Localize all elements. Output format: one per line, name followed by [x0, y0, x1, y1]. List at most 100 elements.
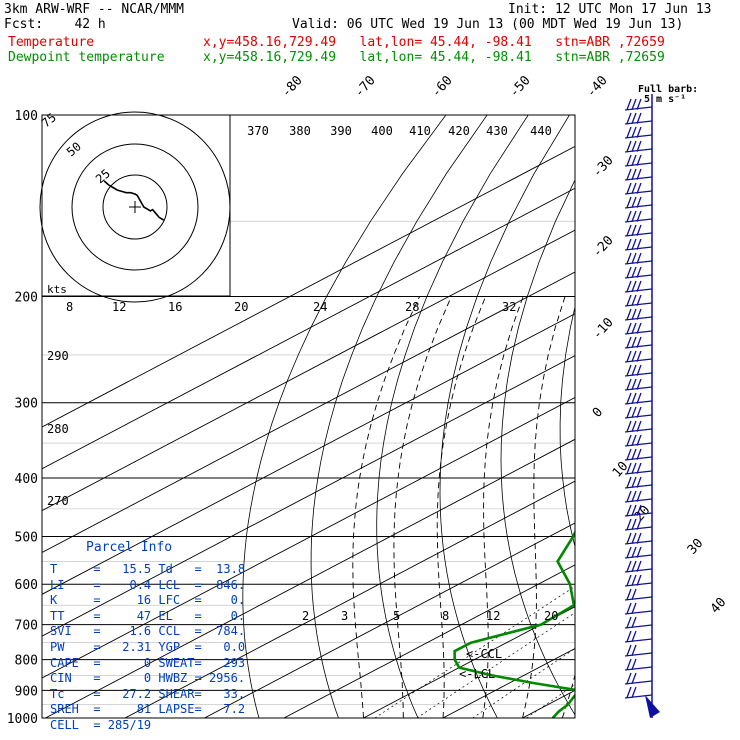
parcel-key: EL = — [151, 608, 202, 623]
parcel-key: T = — [50, 562, 108, 576]
parcel-value: 33. — [201, 686, 246, 701]
wind-barb — [624, 616, 653, 629]
theta-label: 280 — [47, 422, 69, 436]
isotherm-label: -70 — [352, 73, 379, 100]
isotherm-label: 30 — [685, 536, 707, 558]
parcel-value: 0. — [201, 593, 246, 608]
moist-adiabat — [561, 673, 575, 718]
hodograph-ring — [39, 111, 231, 303]
isotherm — [204, 522, 575, 718]
moist-adiabat — [522, 296, 566, 718]
mixing-ratio-line — [416, 612, 575, 718]
parcel-row: T = 15.5 Td = 13.8 — [50, 562, 245, 576]
parcel-row: PW = 2.31 YGP = 0.0 — [50, 640, 245, 654]
parcel-value: 2.31 — [107, 640, 152, 654]
isotherm — [363, 606, 575, 718]
isotherm — [42, 271, 575, 553]
wind-barb — [624, 658, 653, 671]
parcel-key: SREH = — [50, 702, 108, 717]
wind-barb — [624, 602, 653, 615]
parcel-key: CCL = — [151, 624, 202, 639]
dewpoint-legend: Dewpoint temperature — [8, 50, 165, 65]
isotherm — [42, 229, 575, 512]
hodograph-box — [41, 114, 231, 297]
speed-label: 16 — [168, 300, 182, 314]
wind-barb — [624, 280, 653, 293]
wind-barb — [624, 420, 653, 433]
speed-label: 24 — [313, 300, 327, 314]
parcel-key: SHEAR= — [151, 686, 202, 701]
isotherm — [42, 313, 575, 595]
pressure-label: 100 — [15, 109, 38, 124]
wind-barb — [624, 168, 653, 181]
parcel-value: 1.6 — [107, 624, 152, 639]
temperature-location: x,y=458.16,729.49 lat,lon= 45.44, -98.41… — [203, 35, 665, 50]
parcel-value: 15.5 — [107, 562, 152, 576]
isotherm-label: -80 — [279, 73, 306, 100]
parcel-row: LI = 0.4 LCL = 846. — [50, 578, 245, 592]
theta-label: 270 — [47, 494, 69, 508]
wind-barb — [624, 518, 653, 531]
parcel-value: 0 — [107, 671, 152, 686]
wind-barb — [624, 154, 653, 167]
parcel-value: 81 — [107, 702, 152, 717]
isotherm — [45, 438, 575, 718]
parcel-key: LI = — [50, 577, 108, 592]
wind-barb — [624, 364, 653, 377]
wind-barb — [624, 434, 653, 447]
isotherm — [42, 187, 575, 470]
parcel-key: HWBZ = — [151, 671, 202, 686]
parcel-key: Td = — [151, 562, 202, 576]
isotherm-label: -20 — [590, 233, 617, 260]
wind-barb — [624, 490, 653, 503]
parcel-value: 784. — [201, 624, 246, 639]
wind-barb — [624, 224, 653, 237]
parcel-key: K = — [50, 593, 108, 608]
parcel-info-title: Parcel Info — [86, 540, 173, 555]
parcel-key: CAPE = — [50, 655, 108, 670]
pressure-label: 200 — [15, 291, 38, 306]
pressure-label: 900 — [15, 684, 38, 699]
wind-barb — [624, 672, 653, 685]
parcel-row: SVI = 1.6 CCL = 784. — [50, 624, 245, 638]
moist-adiabat — [436, 296, 487, 718]
parcel-value: 0.0 — [201, 640, 246, 654]
parcel-key: CIN = — [50, 671, 108, 686]
plot-area — [42, 115, 740, 718]
isotherm-label: 0 — [590, 405, 606, 421]
hodograph-unit: kts — [47, 283, 67, 296]
wind-barb — [624, 266, 653, 279]
wind-barb — [624, 686, 653, 699]
wind-barb — [624, 476, 653, 489]
mixing-ratio-label: 20 — [544, 609, 558, 623]
isotherm — [42, 145, 575, 428]
dry-adiabat — [242, 115, 447, 718]
theta-e-label: 400 — [371, 124, 393, 138]
wind-barb — [624, 392, 653, 405]
barb-legend-title: Full barb: — [638, 84, 698, 95]
theta-label: 290 — [47, 349, 69, 363]
parcel-row: CIN = 0 HWBZ = 2956. — [50, 671, 245, 685]
parcel-key: YGP = — [151, 640, 202, 654]
parcel-row: Tc = 27.2 SHEAR= 33. — [50, 687, 245, 701]
moist-adiabat — [352, 296, 421, 718]
parcel-value: 7.2 — [201, 702, 246, 717]
pressure-label: 800 — [15, 654, 38, 669]
isotherm — [283, 564, 575, 718]
parcel-key: CELL = — [50, 718, 108, 732]
init-time: Init: 12 UTC Mon 17 Jun 13 — [508, 2, 712, 17]
isotherm — [442, 648, 575, 718]
theta-e-label: 370 — [247, 124, 269, 138]
parcel-key: SWEAT= — [151, 655, 202, 670]
valid-time: Valid: 06 UTC Wed 19 Jun 13 (00 MDT Wed … — [292, 17, 684, 32]
parcel-row: K = 16 LFC = 0. — [50, 593, 245, 607]
theta-e-label: 380 — [289, 124, 311, 138]
parcel-value: 27.2 — [107, 686, 152, 701]
wind-barb — [624, 406, 653, 419]
speed-label: 8 — [66, 300, 73, 314]
wind-barb — [624, 252, 653, 265]
mixing-ratio-label: 12 — [486, 609, 500, 623]
dry-adiabat — [726, 115, 740, 718]
wind-barb — [624, 294, 653, 307]
wind-barb — [624, 560, 653, 573]
